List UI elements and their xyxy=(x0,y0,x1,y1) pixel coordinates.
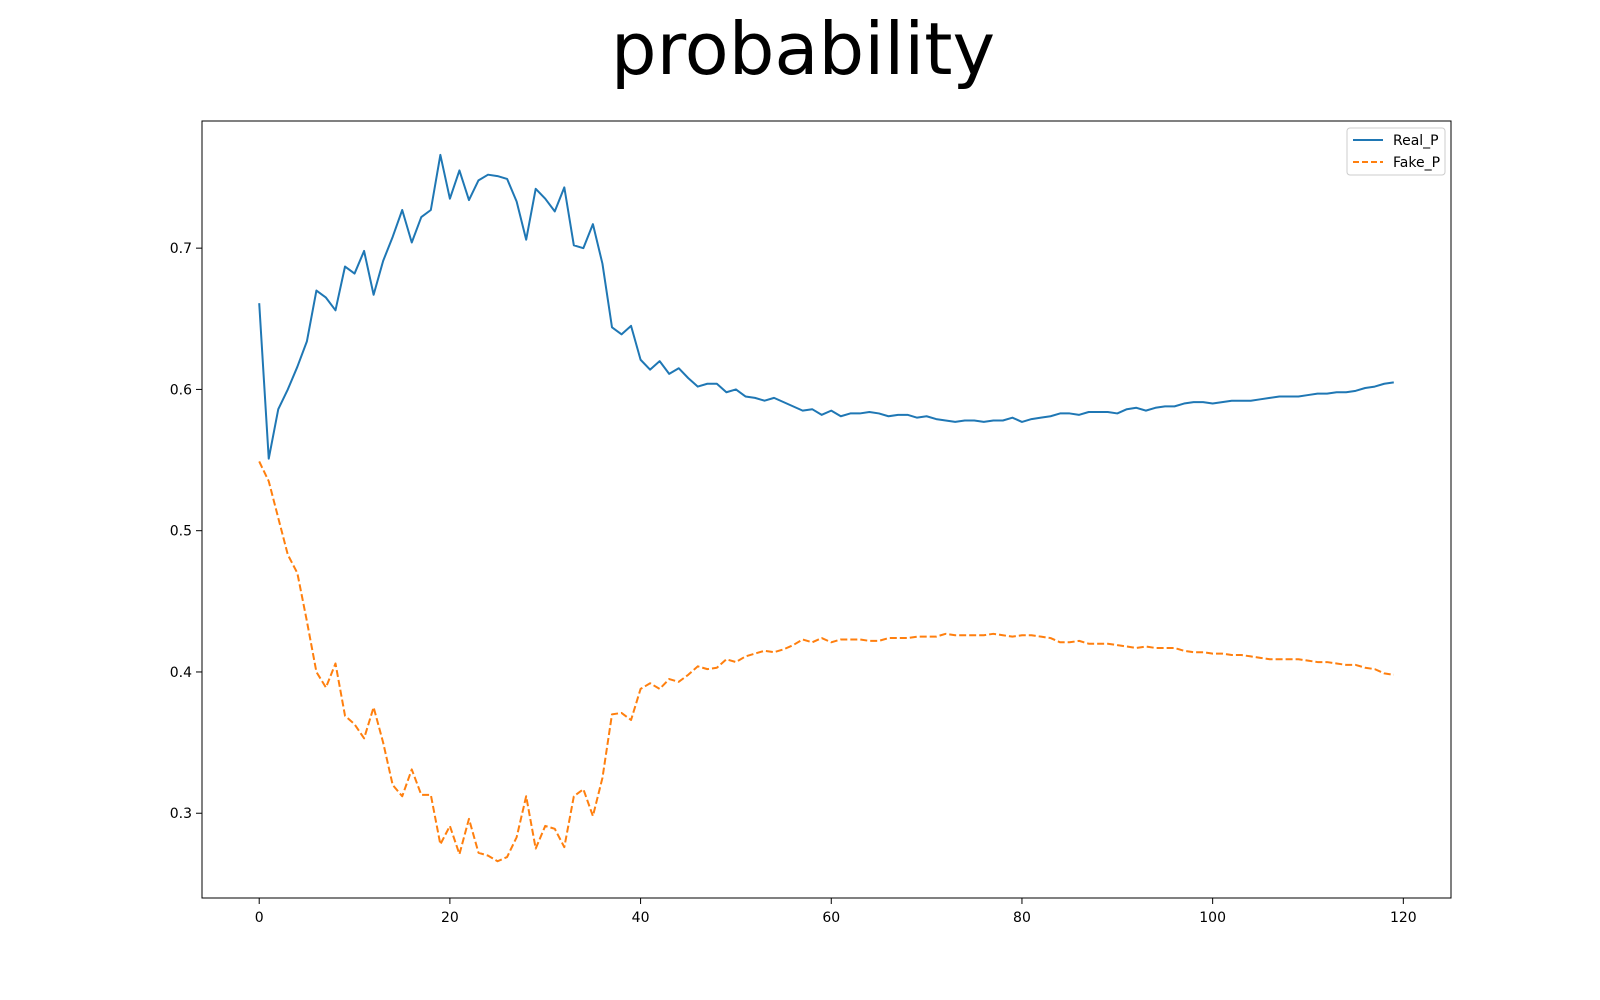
series-line-real-p xyxy=(258,153,1394,460)
y-tick-label: 0.7 xyxy=(170,241,192,257)
x-tick-label: 20 xyxy=(441,910,459,926)
x-tick-label: 100 xyxy=(1199,910,1226,926)
x-tick-label: 0 xyxy=(255,910,264,926)
legend-label-real-p: Real_P xyxy=(1393,133,1439,149)
x-tick-label: 40 xyxy=(632,910,650,926)
x-tick-label: 80 xyxy=(1013,910,1031,926)
chart-title: probability xyxy=(611,7,995,91)
x-tick-label: 60 xyxy=(822,910,840,926)
legend-label-fake-p: Fake_P xyxy=(1393,155,1440,171)
plot-area xyxy=(258,153,1394,863)
y-tick-label: 0.3 xyxy=(170,806,192,822)
y-tick-label: 0.6 xyxy=(170,382,192,398)
axis-ticks: 0 20 40 60 80 100 120 0.3 0.4 0.5 0.6 0.7 xyxy=(170,241,1417,926)
series-line-fake-p xyxy=(258,461,1394,863)
y-tick-label: 0.4 xyxy=(170,665,192,681)
legend[interactable]: Real_P Fake_P xyxy=(1346,127,1446,176)
y-tick-label: 0.5 xyxy=(170,524,192,540)
plot-frame xyxy=(201,120,1452,899)
x-tick-label: 120 xyxy=(1390,910,1417,926)
